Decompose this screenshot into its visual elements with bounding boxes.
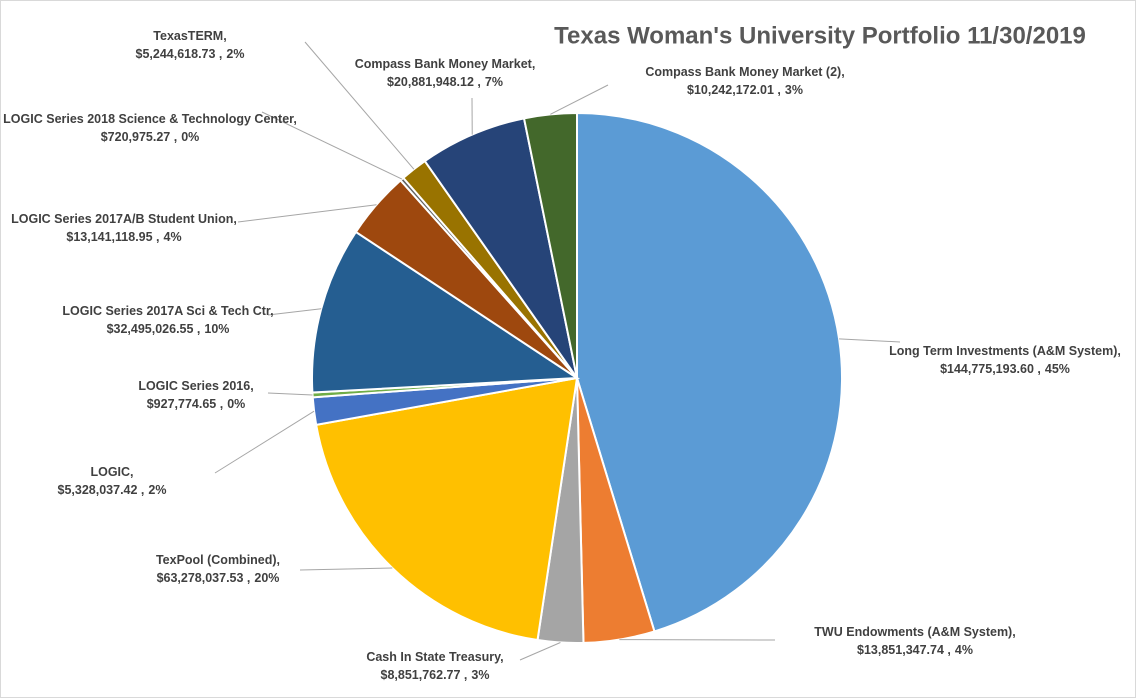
data-label: TWU Endowments (A&M System), $13,851,347.… (814, 625, 1015, 657)
label-value: $144,775,193.60 , (940, 362, 1041, 376)
label-value: $927,774.65 , (147, 397, 223, 411)
label-percent: 2% (148, 483, 166, 497)
label-category: TexPool (Combined), (156, 553, 280, 567)
label-percent: 4% (164, 230, 182, 244)
pie-slice (315, 376, 579, 642)
label-category: Compass Bank Money Market (2), (645, 65, 844, 79)
data-label: TexPool (Combined), $63,278,037.53 , 20% (156, 553, 280, 585)
data-label: LOGIC Series 2017A Sci & Tech Ctr, $32,49… (62, 304, 273, 336)
leader-line (839, 338, 901, 343)
label-value: $13,141,118.95 , (66, 230, 159, 244)
label-category: TWU Endowments (A&M System), (814, 625, 1015, 639)
leader-line (304, 41, 415, 170)
label-percent: 2% (226, 47, 244, 61)
label-value: $5,244,618.73 , (136, 47, 223, 61)
label-percent: 4% (955, 643, 973, 657)
data-label: LOGIC Series 2018 Science & Technology C… (3, 112, 297, 144)
label-percent: 0% (181, 130, 199, 144)
leader-line (261, 111, 403, 180)
data-label: Cash In State Treasury, $8,851,762.77 , 3% (366, 650, 503, 682)
leader-line (267, 392, 313, 396)
label-percent: 7% (485, 75, 503, 89)
label-category: TexasTERM, (153, 29, 226, 43)
leader-line (519, 642, 561, 661)
leader-line (550, 84, 609, 115)
label-category: LOGIC Series 2017A/B Student Union, (11, 212, 237, 226)
leader-line (237, 204, 377, 223)
label-value: $63,278,037.53 , (157, 571, 251, 585)
pie-slice (576, 111, 843, 633)
leader-line (267, 308, 322, 316)
label-percent: 3% (785, 83, 803, 97)
data-label: TexasTERM, $5,244,618.73 , 2% (136, 29, 245, 61)
label-category: Cash In State Treasury, (366, 650, 503, 664)
data-label: Long Term Investments (A&M System), $144,… (889, 344, 1121, 376)
pie-slice (311, 230, 581, 394)
leader-line (214, 410, 315, 474)
data-label: LOGIC Series 2016, $927,774.65 , 0% (138, 379, 253, 411)
label-value: $13,851,347.74 , (857, 643, 951, 657)
data-label: LOGIC Series 2017A/B Student Union, $13,1… (11, 212, 237, 244)
label-value: $32,495,026.55 , (107, 322, 201, 336)
label-category: LOGIC Series 2018 Science & Technology C… (3, 112, 297, 126)
label-value: $10,242,172.01 , (687, 83, 781, 97)
label-value: $8,851,762.77 , (381, 668, 468, 682)
label-value: $20,881,948.12 , (387, 75, 481, 89)
label-value: $5,328,037.42 , (58, 483, 145, 497)
pie-slice (423, 117, 578, 379)
data-label: LOGIC, $5,328,037.42 , 2% (58, 465, 167, 497)
data-label: Compass Bank Money Market (2), $10,242,17… (645, 65, 844, 97)
label-percent: 0% (227, 397, 245, 411)
label-value: $720,975.27 , (101, 130, 177, 144)
chart-title: Texas Woman's University Portfolio 11/30… (554, 22, 1086, 49)
label-category: Long Term Investments (A&M System), (889, 344, 1121, 358)
label-category: LOGIC Series 2017A Sci & Tech Ctr, (62, 304, 273, 318)
leader-line (299, 567, 393, 571)
label-percent: 3% (471, 668, 489, 682)
label-percent: 20% (254, 571, 279, 585)
label-category: Compass Bank Money Market, (355, 57, 536, 71)
label-category: LOGIC, (90, 465, 133, 479)
label-percent: 45% (1045, 362, 1070, 376)
label-percent: 10% (204, 322, 229, 336)
label-category: LOGIC Series 2016, (138, 379, 253, 393)
data-label: Compass Bank Money Market, $20,881,948.12… (355, 57, 536, 89)
